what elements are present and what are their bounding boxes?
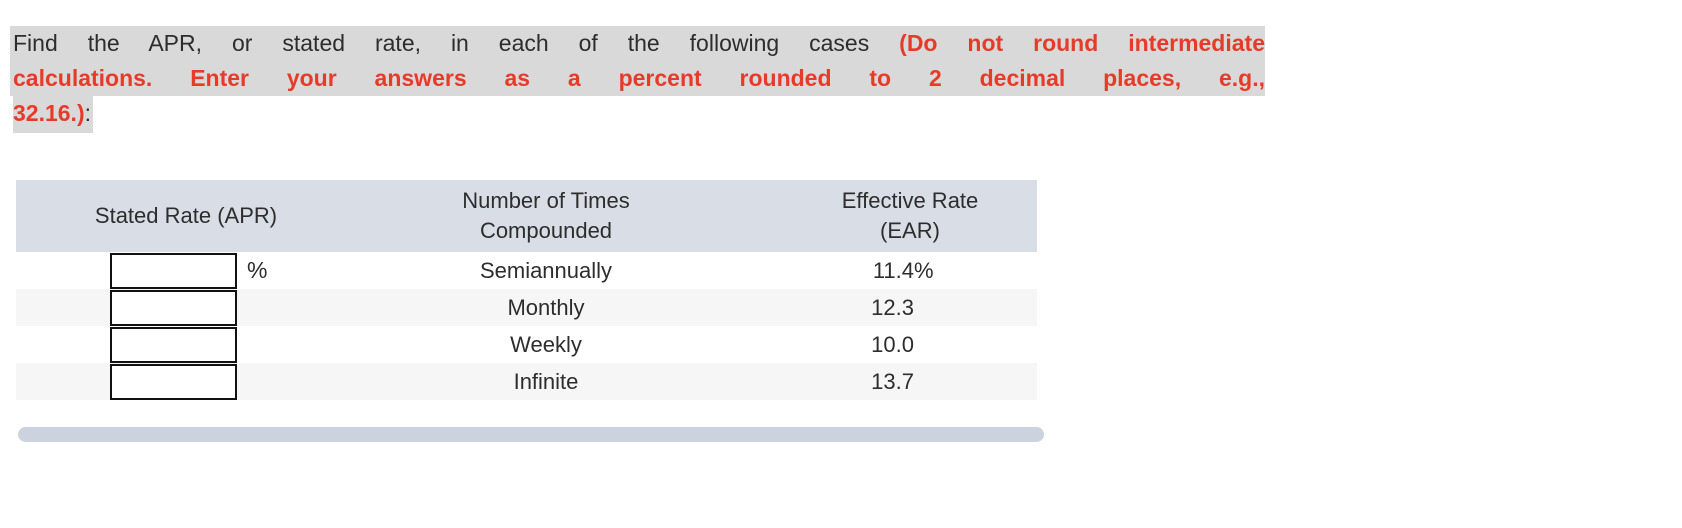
header-number-of-times-compounded: Number of Times Compounded (356, 180, 736, 252)
question-line-3: 32.16.): (10, 94, 1265, 133)
question-text: Find the APR, or stated rate, in each of… (10, 26, 1265, 133)
apr-input-semiannually[interactable] (110, 252, 237, 289)
ear-value: 13.7 (871, 368, 914, 394)
compounded-label: Infinite (513, 368, 579, 394)
percent-suffix: % (247, 257, 268, 283)
question-line-2: calculations. Enter your answers as a pe… (10, 61, 1265, 96)
header-stated-rate-label: Stated Rate (APR) (94, 203, 278, 228)
header-ear-line1: Effective Rate (841, 188, 979, 213)
apr-table: Stated Rate (APR) Number of Times Compou… (16, 180, 1037, 400)
question-instruction-red: (Do not round intermediate (899, 30, 1265, 56)
question-text-black: : (84, 100, 91, 126)
compounded-label: Semiannually (479, 257, 613, 283)
ear-value: 12.3 (871, 294, 914, 320)
compounded-label: Monthly (507, 294, 585, 320)
header-stated-rate: Stated Rate (APR) (16, 180, 356, 252)
table-row-infinite: Infinite 13.7 (16, 363, 1037, 400)
ear-value: 10.0 (871, 331, 914, 357)
table-header-row: Stated Rate (APR) Number of Times Compou… (16, 180, 1037, 252)
table-row-semiannually: % Semiannually 11.4% (16, 252, 1037, 289)
header-compounded-line2: Compounded (479, 218, 613, 243)
table-row-weekly: Weekly 10.0 (16, 326, 1037, 363)
question-instruction-red: calculations. Enter your answers as a pe… (13, 65, 1265, 91)
question-instruction-red: 32.16.) (13, 100, 85, 126)
ear-value: 11.4 (872, 257, 914, 283)
question-line-1: Find the APR, or stated rate, in each of… (10, 26, 1265, 61)
header-effective-rate: Effective Rate (EAR) (736, 180, 1037, 252)
header-ear-line2: (EAR) (880, 218, 940, 243)
apr-input-infinite[interactable] (110, 363, 237, 400)
compounded-label: Weekly (510, 331, 582, 357)
table-row-monthly: Monthly 12.3 (16, 289, 1037, 326)
horizontal-scrollbar-thumb[interactable] (18, 427, 1044, 442)
apr-input-monthly[interactable] (110, 289, 237, 326)
question-text-black: Find the APR, or stated rate, in each of… (13, 30, 900, 56)
ear-percent-suffix: % (914, 257, 934, 283)
header-compounded-line1: Number of Times (462, 188, 630, 213)
apr-input-weekly[interactable] (110, 326, 237, 363)
